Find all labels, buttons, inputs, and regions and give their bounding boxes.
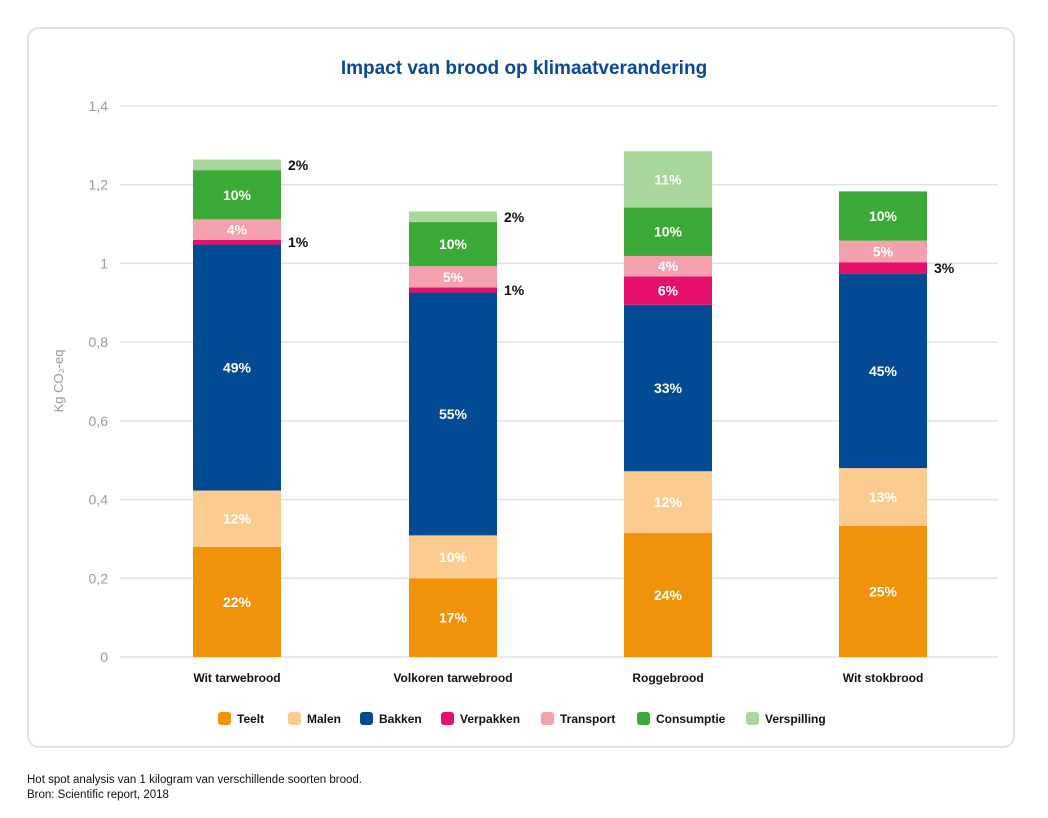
- data-label: 24%: [654, 587, 683, 603]
- data-label: 6%: [658, 283, 679, 299]
- bar-stack: 22% 12% 49% 1% 4% 10% 2%: [193, 157, 309, 657]
- bar-stack: 24% 12% 33% 6% 4% 10% 11%: [624, 151, 712, 657]
- data-label: 10%: [869, 208, 898, 224]
- bar-segment-transport: [409, 266, 497, 288]
- legend-label: Bakken: [379, 712, 422, 726]
- legend-label: Malen: [307, 712, 341, 726]
- bar-segment-bakken: [839, 274, 927, 469]
- data-label: 4%: [658, 258, 679, 274]
- y-tick-label: 1: [100, 255, 108, 271]
- chart-title: Impact van brood op klimaatverandering: [340, 58, 708, 79]
- bar-segment-verpakken: [409, 287, 497, 293]
- legend-label: Consumptie: [656, 712, 726, 726]
- data-label: 12%: [654, 494, 683, 510]
- data-label: 17%: [439, 610, 468, 626]
- data-label: 1%: [288, 234, 309, 250]
- bar-segment-consumptie: [624, 207, 712, 256]
- bars: 22% 12% 49% 1% 4% 10% 2% 17% 10% 55% 1% 5% 10% 2% 24% 1…: [193, 151, 955, 657]
- y-tick-label: 0,2: [89, 570, 109, 586]
- data-label: 10%: [439, 236, 468, 252]
- data-label: 5%: [873, 243, 894, 259]
- bar-segment-bakken: [624, 304, 712, 472]
- y-tick-label: 0,8: [89, 334, 109, 350]
- bar-segment-malen: [839, 468, 927, 526]
- bar-segment-verspilling: [193, 159, 281, 171]
- legend-label: Verspilling: [765, 712, 826, 726]
- bar-segment-verpakken: [839, 262, 927, 275]
- bar-segment-malen: [193, 490, 281, 547]
- bar-segment-verpakken: [624, 276, 712, 305]
- y-tick-label: 1,4: [89, 98, 109, 114]
- data-label: 13%: [869, 489, 898, 505]
- footer-note: Hot spot analysis van 1 kilogram van ver…: [27, 773, 362, 803]
- data-label: 2%: [288, 157, 309, 173]
- data-label: 10%: [439, 549, 468, 565]
- bar-segment-consumptie: [839, 191, 927, 241]
- bar-stack: 25% 13% 45% 3% 5% 10%: [839, 191, 955, 657]
- bar-segment-transport: [839, 240, 927, 263]
- data-label: 10%: [654, 224, 683, 240]
- footer-source: Bron: Scientific report, 2018: [27, 789, 169, 801]
- bar-segment-transport: [193, 219, 281, 240]
- bar-segment-verspilling: [624, 151, 712, 208]
- bar-segment-bakken: [409, 292, 497, 536]
- data-label: 10%: [223, 187, 252, 203]
- bar-segment-teelt: [624, 533, 712, 657]
- data-label: 49%: [223, 360, 252, 376]
- legend-label: Verpakken: [460, 712, 520, 726]
- y-tick-label: 0,6: [89, 413, 109, 429]
- y-tick-label: 0,4: [89, 492, 109, 508]
- bar-segment-teelt: [839, 525, 927, 657]
- data-label: 22%: [223, 594, 252, 610]
- legend-label: Transport: [560, 712, 615, 726]
- data-label: 1%: [504, 282, 525, 298]
- bar-segment-malen: [624, 471, 712, 534]
- legend-swatch: [288, 712, 301, 725]
- legend-swatch: [218, 712, 231, 725]
- footer-description: Hot spot analysis van 1 kilogram van ver…: [27, 774, 362, 786]
- data-label: 12%: [223, 511, 252, 527]
- y-tick-label: 0: [100, 649, 108, 665]
- bar-stack: 17% 10% 55% 1% 5% 10% 2%: [409, 209, 525, 657]
- y-axis-ticks: 0 0,2 0,4 0,6 0,8 1 1,2 1,4: [89, 98, 109, 665]
- bar-segment-verpakken: [193, 239, 281, 245]
- legend-swatch: [637, 712, 650, 725]
- legend: Teelt Malen Bakken Verpakken Transport Consum…: [218, 712, 826, 726]
- x-axis-labels: Wit tarwebrood Volkoren tarwebrood Roggebr…: [193, 671, 923, 685]
- legend-label: Teelt: [237, 712, 264, 726]
- x-tick-label: Volkoren tarwebrood: [393, 671, 512, 685]
- bar-segment-consumptie: [409, 222, 497, 267]
- x-tick-label: Roggebrood: [632, 671, 703, 685]
- y-axis-label: Kg CO₂-eq: [51, 350, 66, 413]
- bar-segment-teelt: [193, 546, 281, 657]
- bar-segment-malen: [409, 535, 497, 579]
- data-label: 25%: [869, 583, 898, 599]
- bar-segment-bakken: [193, 244, 281, 491]
- x-tick-label: Wit tarwebrood: [193, 671, 280, 685]
- bar-segment-consumptie: [193, 170, 281, 220]
- data-label: 4%: [227, 222, 248, 238]
- data-label: 55%: [439, 406, 468, 422]
- y-tick-label: 1,2: [89, 177, 109, 193]
- legend-swatch: [441, 712, 454, 725]
- bar-segment-verspilling: [409, 211, 497, 223]
- data-label: 45%: [869, 363, 898, 379]
- legend-swatch: [360, 712, 373, 725]
- data-label: 5%: [443, 269, 464, 285]
- data-label: 2%: [504, 209, 525, 225]
- bar-segment-teelt: [409, 578, 497, 657]
- data-label: 33%: [654, 380, 683, 396]
- legend-swatch: [746, 712, 759, 725]
- x-tick-label: Wit stokbrood: [843, 671, 924, 685]
- data-label: 11%: [654, 171, 682, 187]
- data-label: 3%: [934, 260, 955, 276]
- legend-swatch: [541, 712, 554, 725]
- bar-segment-transport: [624, 255, 712, 277]
